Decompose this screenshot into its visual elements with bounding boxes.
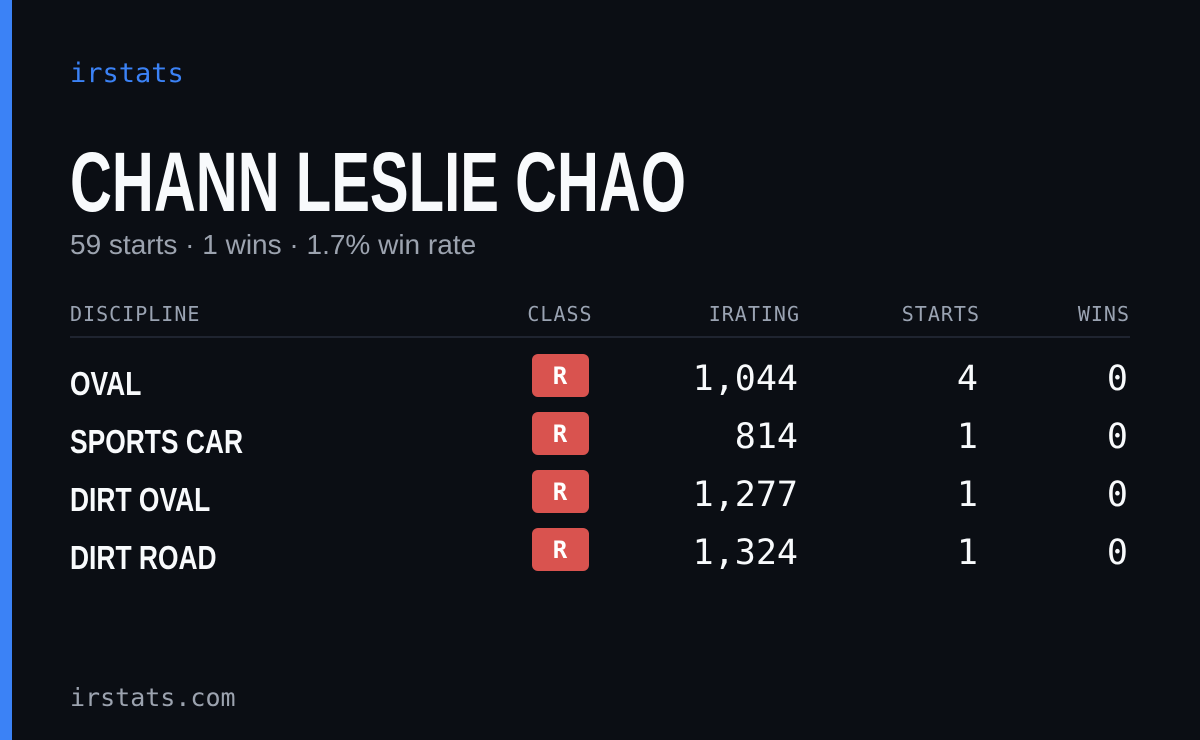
driver-summary: 59 starts · 1 wins · 1.7% win rate <box>70 229 476 260</box>
footer: irstats.com <box>70 683 236 712</box>
wins: 0 <box>1107 417 1128 457</box>
class-label: R <box>553 420 568 448</box>
driver-name: CHANN LESLIE CHAO <box>70 135 686 229</box>
class-label: R <box>553 536 568 564</box>
wins: 0 <box>1107 359 1128 399</box>
column-header: CLASS <box>527 302 592 326</box>
irating: 1,324 <box>693 533 798 573</box>
class-badge <box>532 528 589 571</box>
irating: 1,044 <box>693 359 798 399</box>
class-label: R <box>553 478 568 506</box>
discipline: DIRT OVAL <box>70 482 210 518</box>
wins: 0 <box>1107 475 1128 515</box>
class-label: R <box>553 362 568 390</box>
class-badge <box>532 412 589 455</box>
starts: 1 <box>957 417 978 457</box>
starts: 1 <box>957 475 978 515</box>
starts: 4 <box>957 359 978 399</box>
discipline: SPORTS CAR <box>70 424 243 460</box>
column-header: IRATING <box>709 302 800 326</box>
wins: 0 <box>1107 533 1128 573</box>
irating: 814 <box>735 417 798 457</box>
column-header: STARTS <box>902 302 980 326</box>
column-header: DISCIPLINE <box>70 302 200 326</box>
brand: irstats <box>70 58 184 89</box>
class-badge <box>532 470 589 513</box>
class-badge <box>532 354 589 397</box>
discipline: OVAL <box>70 366 141 402</box>
table: DISCIPLINE CLASS IRATING STARTS WINS OVAL R 1,0… <box>70 302 1130 577</box>
column-header: WINS <box>1078 302 1130 326</box>
discipline: DIRT ROAD <box>70 540 217 576</box>
irating: 1,277 <box>693 475 798 515</box>
accent-bar <box>0 0 12 740</box>
starts: 1 <box>957 533 978 573</box>
